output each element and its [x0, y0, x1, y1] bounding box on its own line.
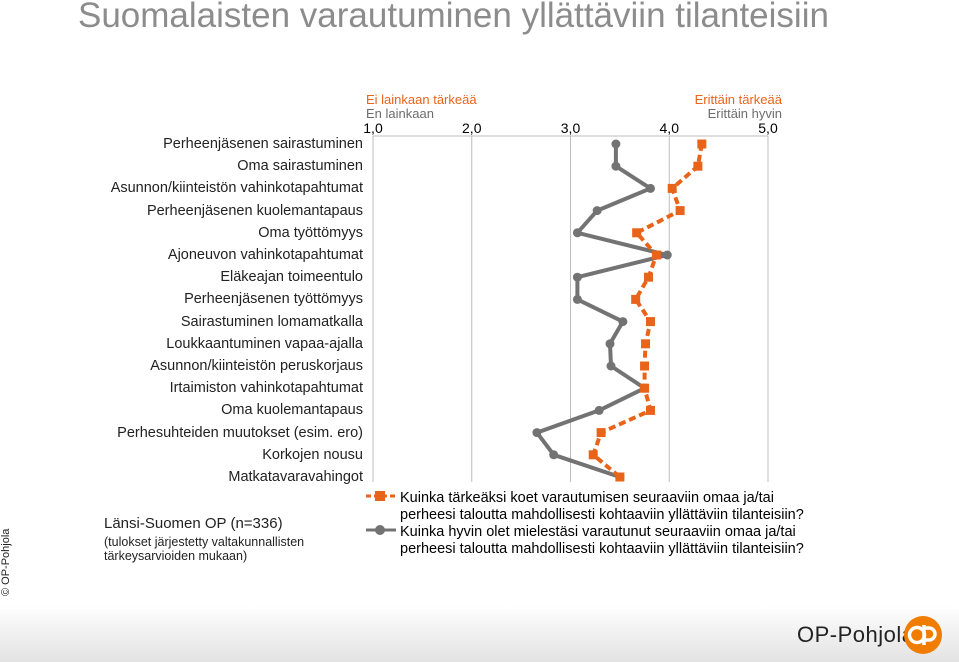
scale-left-importance: Ei lainkaan tärkeää [366, 92, 477, 107]
category-label: Perhesuhteiden muutokset (esim. ero) [117, 424, 363, 441]
readiness-point [532, 428, 542, 438]
importance-point [675, 206, 685, 216]
x-tick-label: 5,0 [758, 120, 778, 136]
x-tick-label: 4,0 [659, 120, 679, 136]
readiness-series-line [534, 144, 670, 479]
readiness-point [549, 450, 559, 460]
x-tick-label: 3,0 [560, 120, 581, 136]
legend-importance-line1: Kuinka tärkeäksi koet varautumisen seura… [400, 490, 774, 506]
importance-point [615, 472, 625, 482]
x-tick-label: 2,0 [462, 120, 482, 136]
importance-point [641, 339, 651, 349]
importance-series-line [591, 143, 704, 479]
readiness-point [611, 161, 621, 171]
legend-readiness-line1: Kuinka hyvin olet mielestäsi varautunut … [400, 524, 796, 540]
importance-point [645, 317, 655, 327]
readiness-point [592, 206, 602, 216]
category-label: Eläkeajan toimeentulo [220, 269, 363, 286]
op-logo-icon [904, 616, 942, 654]
scale-right-importance: Erittäin tärkeää [694, 92, 782, 107]
importance-point [645, 405, 655, 415]
scale-left-readiness: En lainkaan [366, 106, 434, 121]
readiness-point [645, 183, 655, 193]
category-label: Asunnon/kiinteistön vahinkotapahtumat [110, 180, 363, 197]
readiness-point [662, 250, 672, 260]
category-label: Perheenjäsenen työttömyys [184, 291, 363, 308]
category-label: Irtaimiston vahinkotapahtumat [169, 380, 363, 397]
importance-point [640, 383, 650, 393]
category-label: Loukkaantuminen vapaa-ajalla [166, 335, 363, 352]
importance-point [640, 361, 650, 371]
scale-right-readiness: Erittäin hyvin [707, 106, 782, 121]
legend-readiness-line2: perheesi taloutta mahdollisesti kohtaavi… [400, 541, 804, 557]
category-label: Sairastuminen lomamatkalla [180, 313, 363, 330]
x-tick-label: 1,0 [363, 120, 383, 136]
importance-point [651, 250, 661, 260]
readiness-point [606, 361, 616, 371]
readiness-point [572, 228, 582, 238]
importance-point [596, 428, 606, 438]
importance-point [667, 183, 677, 193]
category-label: Ajoneuvon vahinkotapahtumat [167, 247, 363, 263]
readiness-point [618, 317, 628, 327]
copyright-text: © OP-Pohjola [0, 528, 12, 596]
readiness-point [605, 339, 615, 349]
readiness-point [572, 294, 582, 304]
readiness-point [611, 139, 621, 149]
category-label: Oma työttömyys [258, 224, 363, 241]
sample-note-sub: (tulokset järjestetty valtakunnallisten … [104, 535, 304, 563]
category-label: Oma kuolemantapaus [221, 402, 363, 419]
category-label: Asunnon/kiinteistön peruskorjaus [150, 358, 363, 374]
sample-note: Länsi-Suomen OP (n=336) [104, 515, 283, 532]
importance-point [588, 450, 598, 460]
legend-importance-line2: perheesi taloutta mahdollisesti kohtaavi… [400, 507, 804, 523]
readiness-point [594, 405, 604, 415]
importance-point [632, 228, 642, 238]
legend-importance-icon [366, 491, 396, 501]
sample-note-line1: (tulokset järjestetty valtakunnallisten [104, 535, 305, 549]
importance-point [697, 139, 707, 149]
importance-point [631, 294, 641, 304]
category-label: Matkatavaravahingot [228, 469, 363, 485]
brand-name: OP-Pohjola [797, 622, 915, 647]
sample-note-line2: tärkeysarvioiden mukaan) [104, 549, 248, 563]
category-label: Perheenjäsenen sairastuminen [163, 136, 363, 152]
importance-point [693, 161, 703, 171]
legend-readiness-icon [366, 525, 396, 535]
footer-bar [0, 606, 959, 662]
category-label: Oma sairastuminen [237, 158, 363, 175]
importance-point [644, 272, 654, 282]
category-label: Korkojen nousu [262, 446, 363, 463]
readiness-point [572, 272, 582, 282]
page-title: Suomalaisten varautuminen yllättäviin ti… [78, 0, 829, 35]
category-label: Perheenjäsenen kuolemantapaus [146, 202, 363, 219]
